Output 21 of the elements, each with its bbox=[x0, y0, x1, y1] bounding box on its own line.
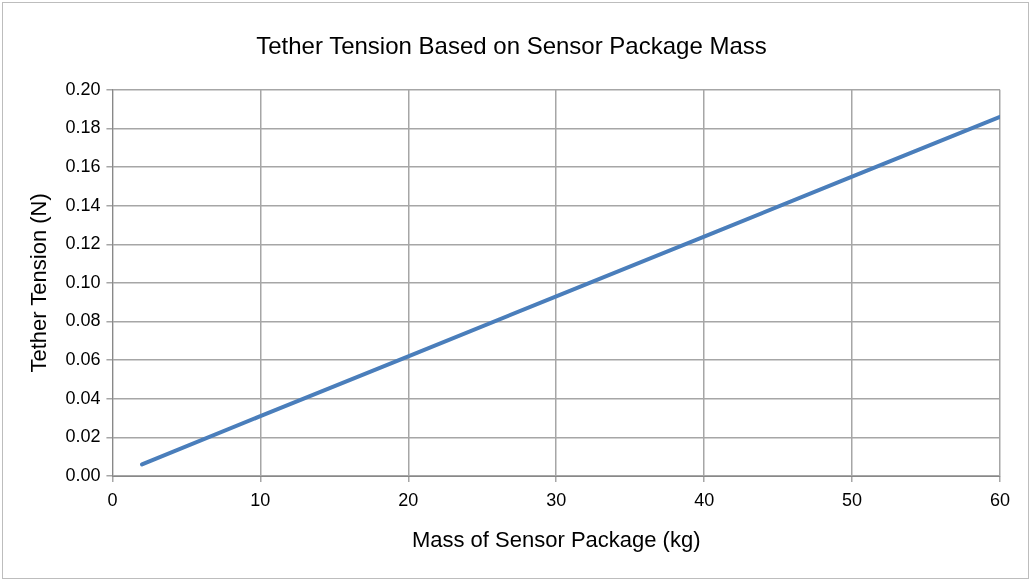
chart-title: Tether Tension Based on Sensor Package Mass bbox=[256, 32, 767, 60]
y-tick-label: 0.06 bbox=[65, 349, 101, 370]
x-tick-label: 20 bbox=[398, 489, 419, 510]
y-tick-label: 0.10 bbox=[65, 271, 101, 292]
x-tick-label: 30 bbox=[546, 489, 567, 510]
y-tick-label: 0.16 bbox=[65, 156, 101, 177]
x-tick-label: 40 bbox=[694, 489, 715, 510]
x-axis-title: Mass of Sensor Package (kg) bbox=[411, 526, 701, 552]
y-tick-label: 0.08 bbox=[65, 310, 101, 331]
x-tick-label: 10 bbox=[250, 489, 271, 510]
y-tick-label: 0.14 bbox=[65, 194, 101, 215]
x-tick-label: 0 bbox=[107, 489, 118, 510]
y-axis-title: Tether Tension (N) bbox=[26, 193, 52, 373]
y-tick-label: 0.02 bbox=[65, 426, 101, 447]
y-tick-label: 0.18 bbox=[65, 117, 101, 138]
y-tick-label: 0.12 bbox=[65, 233, 101, 254]
x-tick-label: 50 bbox=[842, 489, 863, 510]
x-tick-label: 60 bbox=[989, 489, 1011, 510]
y-tick-label: 0.00 bbox=[65, 464, 101, 485]
y-tick-label: 0.20 bbox=[65, 78, 101, 99]
y-tick-label: 0.04 bbox=[65, 387, 101, 408]
